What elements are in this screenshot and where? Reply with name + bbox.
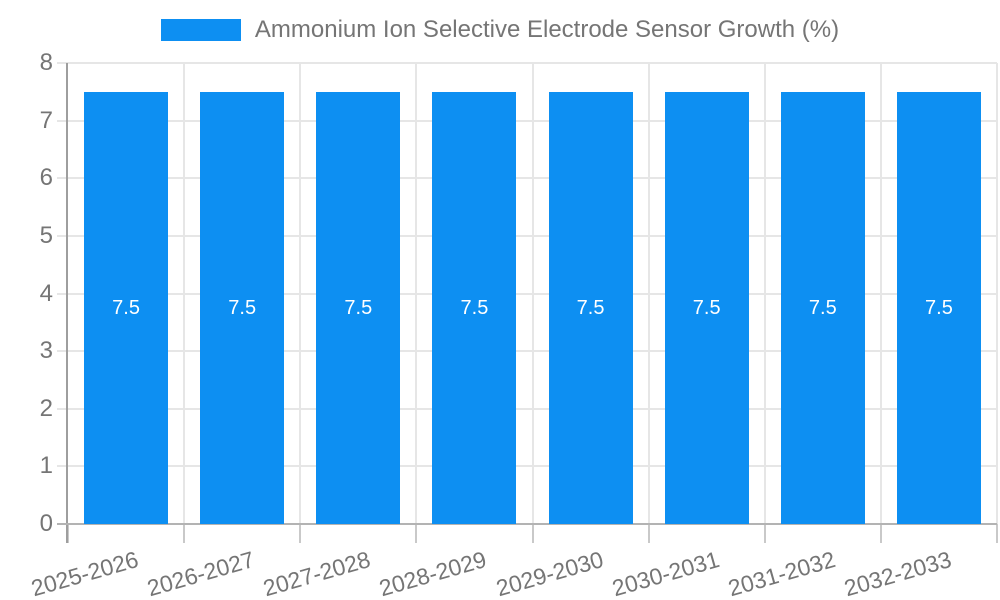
y-axis-tick-label: 3 bbox=[39, 337, 53, 365]
y-axis-tick-label: 8 bbox=[39, 49, 53, 76]
bar-value-label: 7.5 bbox=[576, 296, 605, 319]
x-axis-tick-mark bbox=[299, 524, 302, 543]
y-gridline bbox=[57, 350, 997, 353]
y-axis-tick-label: 6 bbox=[39, 164, 53, 192]
bar-value-label: 7.5 bbox=[692, 296, 721, 319]
x-gridline bbox=[183, 63, 186, 524]
x-axis-tick-mark bbox=[763, 524, 766, 543]
bar-2027-2028[interactable] bbox=[316, 91, 401, 524]
bar-2029-2030[interactable] bbox=[548, 91, 633, 524]
x-gridline bbox=[299, 63, 302, 524]
x-gridline bbox=[763, 63, 766, 524]
legend-swatch bbox=[160, 19, 241, 41]
x-axis-tick-mark bbox=[647, 524, 650, 543]
y-gridline bbox=[57, 292, 997, 295]
bar-2032-2033[interactable] bbox=[896, 91, 981, 524]
bar-value-label: 7.5 bbox=[460, 296, 489, 319]
y-gridline bbox=[57, 234, 997, 237]
legend-label: Ammonium Ion Selective Electrode Sensor … bbox=[254, 16, 840, 43]
x-gridline bbox=[647, 63, 650, 524]
x-axis-tick-mark bbox=[531, 524, 534, 543]
x-axis-tick-mark bbox=[183, 524, 186, 543]
y-gridline bbox=[57, 177, 997, 180]
bar-value-label: 7.5 bbox=[228, 296, 257, 319]
y-gridline bbox=[57, 465, 997, 468]
y-axis-tick-label: 7 bbox=[39, 106, 53, 134]
x-axis-tick-mark bbox=[67, 524, 69, 543]
x-axis-line bbox=[57, 523, 997, 525]
x-gridline bbox=[415, 63, 418, 524]
bar-value-label: 7.5 bbox=[808, 296, 837, 319]
x-axis-tick-mark bbox=[996, 524, 998, 543]
y-axis-tick-label: 0 bbox=[39, 510, 53, 537]
y-gridline bbox=[57, 119, 997, 122]
bar-2028-2029[interactable] bbox=[432, 91, 517, 524]
y-gridline bbox=[57, 62, 997, 64]
bar-value-label: 7.5 bbox=[925, 296, 953, 319]
x-axis-tick-mark bbox=[415, 524, 418, 543]
y-axis-tick-label: 4 bbox=[39, 279, 53, 307]
y-axis-tick-label: 2 bbox=[39, 394, 53, 422]
bar-2026-2027[interactable] bbox=[200, 91, 285, 524]
legend[interactable]: Ammonium Ion Selective Electrode Sensor … bbox=[0, 16, 1000, 44]
y-gridline bbox=[57, 407, 997, 410]
bar-value-label: 7.5 bbox=[112, 296, 140, 319]
bar-2031-2032[interactable] bbox=[780, 91, 865, 524]
x-gridline bbox=[996, 63, 998, 524]
bar-value-label: 7.5 bbox=[344, 296, 373, 319]
y-axis-tick-label: 1 bbox=[39, 452, 53, 480]
y-axis-tick-label: 5 bbox=[39, 221, 53, 249]
x-axis-tick-label: 2032-2033 bbox=[841, 546, 955, 600]
x-gridline bbox=[531, 63, 534, 524]
x-gridline bbox=[879, 63, 882, 524]
x-axis-tick-mark bbox=[879, 524, 882, 543]
bar-2030-2031[interactable] bbox=[664, 91, 749, 524]
y-axis-line bbox=[66, 63, 68, 543]
bar-2025-2026[interactable] bbox=[84, 91, 169, 524]
